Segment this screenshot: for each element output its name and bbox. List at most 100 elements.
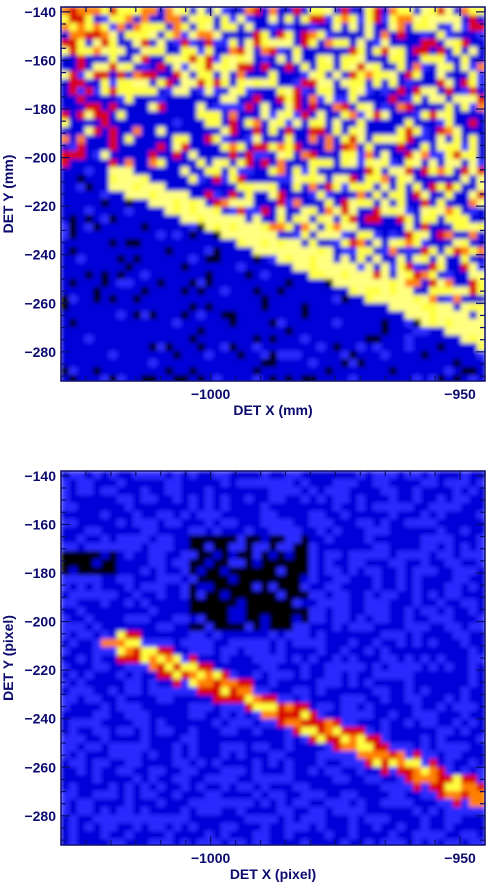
heatmap-cell [189, 807, 198, 816]
heatmap-cell [197, 39, 206, 48]
heatmap-cell [133, 783, 142, 792]
heatmap-cell [421, 583, 430, 592]
heatmap-cell [253, 559, 262, 568]
heatmap-cell [301, 727, 310, 736]
heatmap-cell [445, 71, 454, 80]
heatmap-cell [405, 375, 414, 381]
heatmap-cell [69, 623, 78, 632]
heatmap-cell [157, 151, 166, 160]
heatmap-cell [285, 647, 294, 656]
heatmap-cell [285, 607, 294, 616]
heatmap-cell [461, 727, 470, 736]
heatmap-cell [157, 55, 166, 64]
heatmap-cell [141, 591, 150, 600]
heatmap-cell [365, 671, 374, 680]
heatmap-cell [389, 575, 398, 584]
heatmap-cell [437, 343, 446, 352]
heatmap-cell [453, 95, 462, 104]
heatmap-cell [189, 375, 198, 381]
heatmap-cell [149, 511, 158, 520]
heatmap-cell [245, 487, 254, 496]
heatmap-cell [173, 703, 182, 712]
heatmap-cell [269, 311, 278, 320]
heatmap-cell [125, 183, 134, 192]
heatmap-cell [237, 663, 246, 672]
heatmap-cell [429, 159, 438, 168]
heatmap-cell [301, 615, 310, 624]
heatmap-cell [261, 711, 270, 720]
heatmap-cell [173, 711, 182, 720]
heatmap-cell [477, 663, 485, 672]
heatmap-cell [349, 39, 358, 48]
heatmap-cell [237, 79, 246, 88]
heatmap-cell [141, 175, 150, 184]
heatmap-cell [221, 647, 230, 656]
heatmap-cell [373, 607, 382, 616]
heatmap-cell [301, 15, 310, 24]
heatmap-cell [133, 359, 142, 368]
heatmap-cell [69, 695, 78, 704]
heatmap-cell [421, 183, 430, 192]
heatmap-cell [109, 551, 118, 560]
heatmap-cell [141, 471, 150, 480]
heatmap-cell [165, 255, 174, 264]
heatmap-cell [405, 759, 414, 768]
heatmap-cell [197, 263, 206, 272]
heatmap-cell [261, 495, 270, 504]
heatmap-cell [333, 311, 342, 320]
heatmap-cell [117, 87, 126, 96]
heatmap-cell [141, 367, 150, 376]
heatmap-cell [101, 135, 110, 144]
heatmap-cell [405, 231, 414, 240]
heatmap-cell [421, 639, 430, 648]
heatmap-cell [445, 271, 454, 280]
heatmap-cell [373, 559, 382, 568]
heatmap-cell [205, 775, 214, 784]
heatmap-cell [469, 775, 478, 784]
heatmap-cell [101, 639, 110, 648]
heatmap-cell [269, 247, 278, 256]
heatmap-cell [229, 607, 238, 616]
heatmap-cell [309, 775, 318, 784]
heatmap-cell [309, 503, 318, 512]
heatmap-cell [349, 647, 358, 656]
heatmap-cell [221, 519, 230, 528]
heatmap-cell [69, 583, 78, 592]
heatmap-cell [285, 231, 294, 240]
heatmap-cell [93, 375, 102, 381]
heatmap-cell [349, 87, 358, 96]
heatmap-cell [445, 263, 454, 272]
heatmap-cell [405, 487, 414, 496]
heatmap-cell [109, 367, 118, 376]
heatmap-cell [309, 703, 318, 712]
heatmap-cell [133, 591, 142, 600]
heatmap-cell [269, 39, 278, 48]
heatmap-cell [133, 575, 142, 584]
heatmap-cell [61, 591, 70, 600]
heatmap-cell [221, 111, 230, 120]
heatmap-cell [317, 471, 326, 480]
heatmap-cell [429, 311, 438, 320]
heatmap-cell [333, 823, 342, 832]
heatmap-cell [197, 55, 206, 64]
heatmap-cell [133, 519, 142, 528]
heatmap-cell [357, 687, 366, 696]
heatmap-cell [397, 503, 406, 512]
heatmap-cell [301, 31, 310, 40]
heatmap-cell [461, 783, 470, 792]
heatmap-cell [453, 567, 462, 576]
heatmap-cell [293, 263, 302, 272]
heatmap-cell [205, 247, 214, 256]
heatmap-cell [341, 359, 350, 368]
heatmap-cell [69, 655, 78, 664]
heatmap-cell [413, 679, 422, 688]
heatmap-cell [357, 815, 366, 824]
heatmap-cell [189, 55, 198, 64]
heatmap-cell [421, 735, 430, 744]
heatmap-cell [461, 351, 470, 360]
heatmap-cell [293, 135, 302, 144]
heatmap-cell [69, 79, 78, 88]
heatmap-cell [277, 591, 286, 600]
heatmap-cell [101, 367, 110, 376]
heatmap-cell [77, 375, 86, 381]
